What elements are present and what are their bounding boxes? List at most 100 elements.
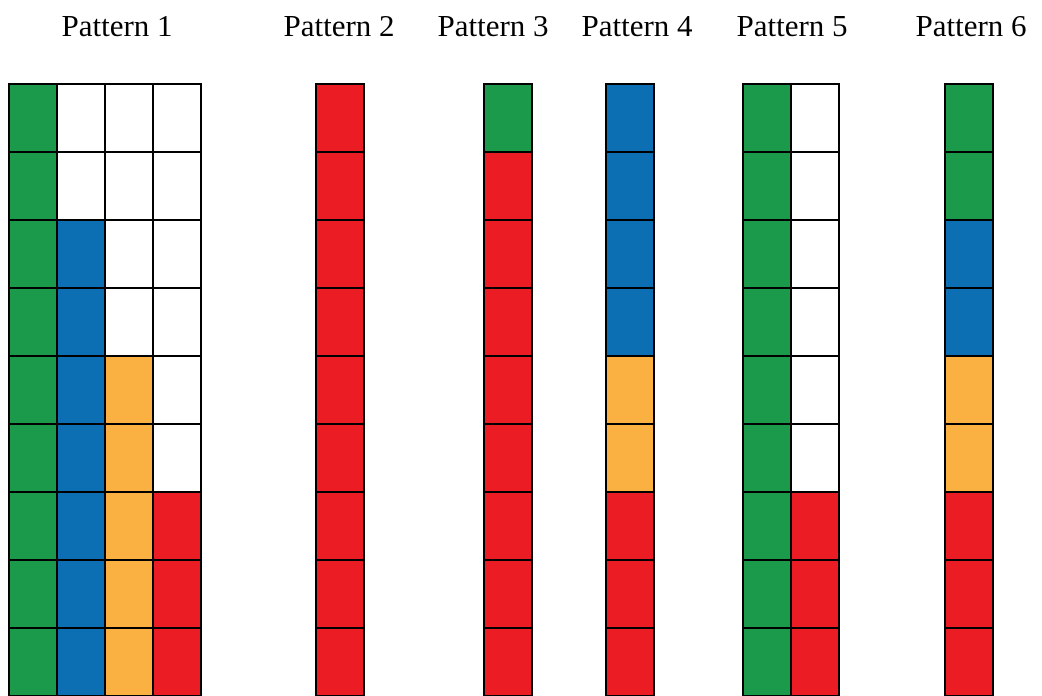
pattern-5-grid	[742, 83, 840, 696]
green-cell	[742, 423, 792, 493]
red-cell	[790, 491, 840, 561]
blue-cell	[56, 219, 106, 289]
pattern-6-title: Pattern 6	[915, 8, 1026, 43]
blue-cell	[56, 627, 106, 696]
green-cell	[944, 151, 994, 221]
blue-cell	[56, 287, 106, 357]
red-cell	[152, 491, 202, 561]
green-cell	[8, 491, 58, 561]
empty-cell	[152, 423, 202, 493]
green-cell	[8, 83, 58, 153]
orange-cell	[605, 355, 655, 425]
red-cell	[483, 491, 533, 561]
green-cell	[742, 151, 792, 221]
pattern-4-grid	[605, 83, 655, 696]
blue-cell	[944, 287, 994, 357]
red-cell	[315, 627, 365, 696]
empty-cell	[790, 151, 840, 221]
empty-cell	[104, 219, 154, 289]
green-cell	[944, 83, 994, 153]
empty-cell	[152, 151, 202, 221]
green-cell	[742, 559, 792, 629]
green-cell	[742, 287, 792, 357]
red-cell	[483, 627, 533, 696]
red-cell	[315, 287, 365, 357]
red-cell	[944, 491, 994, 561]
red-cell	[483, 355, 533, 425]
red-cell	[315, 423, 365, 493]
empty-cell	[104, 83, 154, 153]
red-cell	[315, 151, 365, 221]
orange-cell	[104, 627, 154, 696]
orange-cell	[944, 355, 994, 425]
red-cell	[152, 559, 202, 629]
pattern-5-title: Pattern 5	[736, 8, 847, 43]
green-cell	[8, 627, 58, 696]
orange-cell	[104, 355, 154, 425]
red-cell	[605, 559, 655, 629]
red-cell	[483, 219, 533, 289]
orange-cell	[104, 423, 154, 493]
empty-cell	[152, 83, 202, 153]
blue-cell	[56, 355, 106, 425]
green-cell	[8, 355, 58, 425]
orange-cell	[605, 423, 655, 493]
red-cell	[483, 151, 533, 221]
red-cell	[944, 627, 994, 696]
empty-cell	[790, 287, 840, 357]
pattern-1-grid	[8, 83, 202, 696]
empty-cell	[790, 83, 840, 153]
empty-cell	[152, 219, 202, 289]
pattern-4-title: Pattern 4	[581, 8, 693, 43]
red-cell	[605, 627, 655, 696]
empty-cell	[56, 83, 106, 153]
blue-cell	[56, 423, 106, 493]
empty-cell	[104, 287, 154, 357]
red-cell	[483, 423, 533, 493]
pattern-grids	[8, 83, 994, 696]
pattern-2-grid	[315, 83, 365, 696]
blue-cell	[944, 219, 994, 289]
red-cell	[483, 559, 533, 629]
blue-cell	[605, 287, 655, 357]
red-cell	[944, 559, 994, 629]
red-cell	[790, 559, 840, 629]
red-cell	[315, 559, 365, 629]
green-cell	[742, 627, 792, 696]
green-cell	[8, 423, 58, 493]
green-cell	[8, 559, 58, 629]
empty-cell	[104, 151, 154, 221]
pattern-3-grid	[483, 83, 533, 696]
pattern-1-title: Pattern 1	[61, 8, 172, 43]
green-cell	[742, 83, 792, 153]
orange-cell	[944, 423, 994, 493]
red-cell	[315, 219, 365, 289]
pattern-3-title: Pattern 3	[437, 8, 548, 43]
red-cell	[483, 287, 533, 357]
empty-cell	[56, 151, 106, 221]
empty-cell	[152, 287, 202, 357]
empty-cell	[790, 219, 840, 289]
blue-cell	[605, 151, 655, 221]
orange-cell	[104, 559, 154, 629]
orange-cell	[104, 491, 154, 561]
blue-cell	[605, 83, 655, 153]
red-cell	[605, 491, 655, 561]
red-cell	[790, 627, 840, 696]
red-cell	[315, 355, 365, 425]
green-cell	[8, 219, 58, 289]
green-cell	[742, 491, 792, 561]
blue-cell	[56, 559, 106, 629]
red-cell	[315, 491, 365, 561]
green-cell	[742, 219, 792, 289]
green-cell	[8, 151, 58, 221]
empty-cell	[790, 355, 840, 425]
green-cell	[8, 287, 58, 357]
blue-cell	[605, 219, 655, 289]
green-cell	[742, 355, 792, 425]
pattern-2-title: Pattern 2	[283, 8, 394, 43]
pattern-6-grid	[944, 83, 994, 696]
green-cell	[483, 83, 533, 153]
red-cell	[315, 83, 365, 153]
